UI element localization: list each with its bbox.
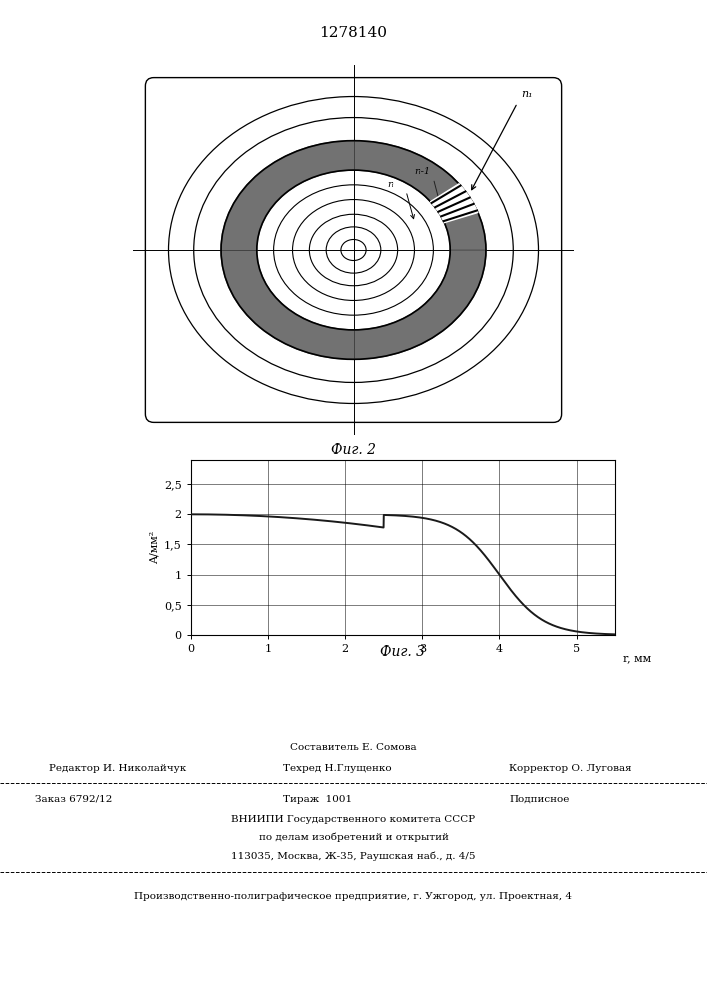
Text: Техред Н.Глущенко: Техред Н.Глущенко [283,764,392,773]
Text: 1278140: 1278140 [320,26,387,40]
Text: rᵢ: rᵢ [387,180,394,189]
Polygon shape [431,184,478,223]
Polygon shape [221,141,486,359]
Text: Производственно-полиграфическое предприятие, г. Ужгород, ул. Проектная, 4: Производственно-полиграфическое предприя… [134,892,573,901]
Text: r, мм: r, мм [623,653,651,663]
Text: rᵢ-1: rᵢ-1 [414,167,431,176]
Text: Составитель Е. Сомова: Составитель Е. Сомова [290,743,417,752]
Polygon shape [221,141,486,359]
Text: по делам изобретений и открытий: по делам изобретений и открытий [259,833,448,842]
Text: Корректор О. Луговая: Корректор О. Луговая [509,764,631,773]
Y-axis label: A/мм²: A/мм² [150,531,160,564]
Text: Заказ 6792/12: Заказ 6792/12 [35,795,112,804]
Text: Фиг. 2: Фиг. 2 [331,443,376,457]
Text: Редактор И. Николайчук: Редактор И. Николайчук [49,764,187,773]
Text: Фиг. 3: Фиг. 3 [380,645,426,659]
Text: 113035, Москва, Ж-35, Раушская наб., д. 4/5: 113035, Москва, Ж-35, Раушская наб., д. … [231,852,476,861]
Text: Тираж  1001: Тираж 1001 [283,795,352,804]
Text: n₁: n₁ [522,89,533,99]
Text: ВНИИПИ Государственного комитета СССР: ВНИИПИ Государственного комитета СССР [231,815,476,824]
Text: Подписное: Подписное [509,795,569,804]
